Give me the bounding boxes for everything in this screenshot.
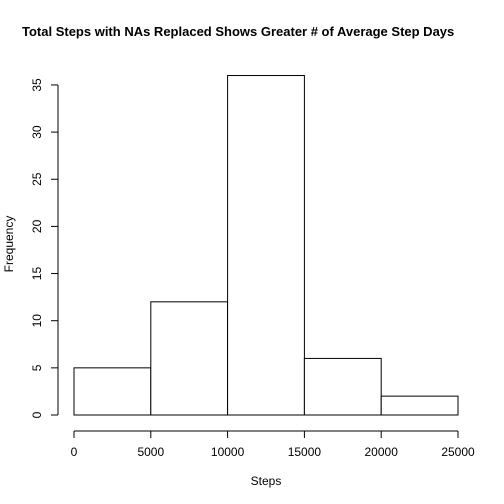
x-axis-label: Steps bbox=[251, 474, 282, 488]
y-tick-label: 30 bbox=[30, 125, 44, 139]
y-tick-label: 0 bbox=[30, 411, 44, 418]
y-tick-label: 25 bbox=[30, 172, 44, 186]
chart-title: Total Steps with NAs Replaced Shows Grea… bbox=[22, 24, 454, 39]
x-tick-label: 15000 bbox=[288, 445, 322, 459]
histogram-bars bbox=[73, 75, 459, 416]
histogram-bar-4 bbox=[303, 357, 382, 416]
x-axis: 0 5000 10000 15000 20000 25000 bbox=[71, 430, 475, 459]
x-tick-label: 0 bbox=[71, 445, 78, 459]
x-tick-label: 20000 bbox=[365, 445, 399, 459]
x-tick-label: 5000 bbox=[137, 445, 164, 459]
histogram-bar-1 bbox=[73, 367, 152, 416]
histogram-bar-3 bbox=[227, 75, 305, 416]
histogram-bar-2 bbox=[150, 301, 229, 416]
y-tick-label: 15 bbox=[30, 267, 44, 281]
x-tick-label: 25000 bbox=[441, 445, 475, 459]
y-tick-label: 35 bbox=[30, 78, 44, 92]
histogram-bar-5 bbox=[380, 395, 459, 416]
y-tick-label: 10 bbox=[30, 314, 44, 328]
x-tick-label: 10000 bbox=[211, 445, 245, 459]
y-axis-label: Frequency bbox=[2, 216, 16, 273]
y-axis: 0 5 10 15 20 25 30 35 bbox=[30, 78, 59, 418]
y-tick-label: 5 bbox=[30, 364, 44, 371]
y-tick-label: 20 bbox=[30, 219, 44, 233]
